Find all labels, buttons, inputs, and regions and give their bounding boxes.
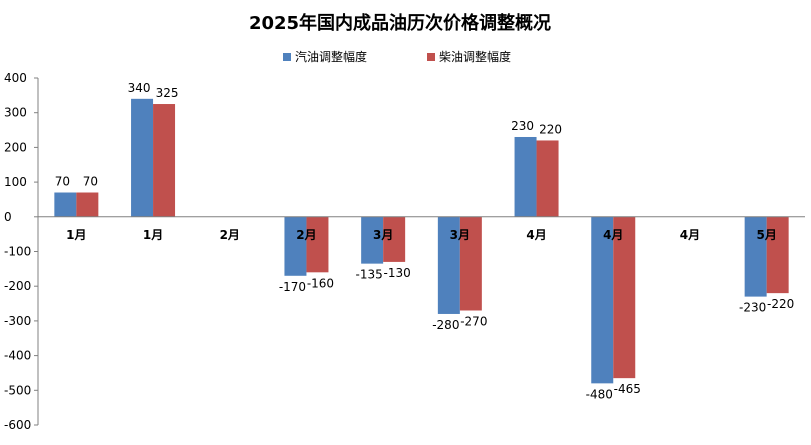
data-label: -130 bbox=[384, 266, 411, 280]
data-label: 70 bbox=[83, 175, 98, 189]
bar-diesel bbox=[76, 192, 99, 217]
data-label: 220 bbox=[539, 122, 562, 136]
bar-gasoline bbox=[437, 216, 460, 314]
bar-gasoline bbox=[591, 216, 614, 384]
data-label: -465 bbox=[614, 382, 641, 396]
category-labels: 1月 1月 2月 2月 3月 3月 4月 4月 4月 5月 bbox=[66, 228, 777, 242]
bar-gasoline bbox=[514, 136, 537, 217]
category-label: 3月 bbox=[450, 228, 470, 242]
legend-label-gasoline: 汽油调整幅度 bbox=[295, 49, 367, 64]
category-label: 2月 bbox=[220, 228, 240, 242]
bar-diesel bbox=[383, 216, 406, 262]
data-label: -270 bbox=[460, 314, 487, 328]
bar-diesel bbox=[306, 216, 329, 273]
data-label: 340 bbox=[128, 81, 151, 95]
bar-diesel bbox=[459, 216, 482, 311]
legend-swatch-diesel bbox=[427, 53, 435, 61]
y-tick-label: 400 bbox=[4, 71, 27, 85]
legend: 汽油调整幅度 柴油调整幅度 bbox=[283, 49, 511, 64]
y-tick-label: 0 bbox=[4, 210, 12, 224]
category-label: 2月 bbox=[296, 228, 316, 242]
data-label: -170 bbox=[279, 280, 306, 294]
category-label: 4月 bbox=[680, 228, 700, 242]
data-label: 70 bbox=[55, 175, 70, 189]
bar-gasoline bbox=[131, 98, 154, 217]
bar-gasoline bbox=[54, 192, 77, 217]
bar-gasoline bbox=[284, 216, 307, 276]
data-label: -280 bbox=[432, 318, 459, 332]
data-label: -480 bbox=[586, 387, 613, 401]
y-tick-label: -100 bbox=[4, 245, 31, 259]
bar-diesel bbox=[613, 216, 636, 379]
category-label: 1月 bbox=[66, 228, 86, 242]
category-label: 3月 bbox=[373, 228, 393, 242]
data-label: 325 bbox=[156, 86, 179, 100]
bar-diesel bbox=[766, 216, 789, 294]
bar-gasoline bbox=[744, 216, 767, 297]
y-tick-label: -500 bbox=[4, 383, 31, 397]
data-label: -230 bbox=[739, 301, 766, 315]
data-labels: 70 70 340 325 -170 -160 -135 -130 -280 -270 230 220… bbox=[55, 81, 795, 402]
bar-diesel bbox=[153, 104, 176, 217]
chart-title: 2025年国内成品油历次价格调整概况 bbox=[249, 12, 551, 34]
bar-gasoline bbox=[361, 216, 384, 264]
y-tick-label: -300 bbox=[4, 314, 31, 328]
data-label: -135 bbox=[356, 268, 383, 282]
y-tick-label: 300 bbox=[4, 106, 27, 120]
y-tick-label: 200 bbox=[4, 140, 27, 154]
y-tick-label: 100 bbox=[4, 175, 27, 189]
bars bbox=[54, 98, 789, 384]
legend-swatch-gasoline bbox=[283, 53, 291, 61]
y-tick-label: -200 bbox=[4, 279, 31, 293]
category-label: 4月 bbox=[603, 228, 623, 242]
data-label: -160 bbox=[307, 276, 334, 290]
y-tick-label: -400 bbox=[4, 349, 31, 363]
bar-diesel bbox=[536, 140, 559, 217]
legend-label-diesel: 柴油调整幅度 bbox=[439, 49, 511, 64]
data-label: 230 bbox=[511, 119, 534, 133]
y-axis-ticks: 400 300 200 100 0 -100 -200 -300 -400 -500 -600 bbox=[4, 71, 38, 432]
data-label: -220 bbox=[767, 297, 794, 311]
y-tick-label: -600 bbox=[4, 418, 31, 432]
category-label: 5月 bbox=[756, 228, 776, 242]
category-label: 4月 bbox=[526, 228, 546, 242]
category-label: 1月 bbox=[143, 228, 163, 242]
